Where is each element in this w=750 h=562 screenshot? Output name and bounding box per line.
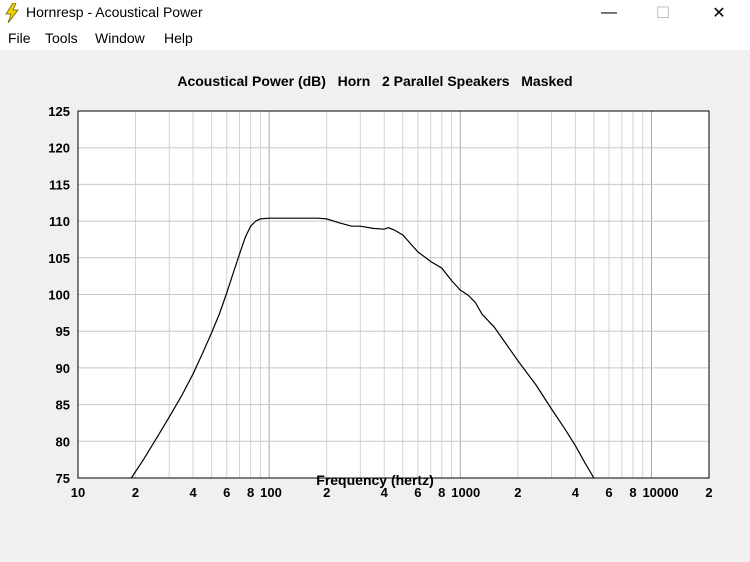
x-tick-label: 8 — [438, 485, 445, 500]
lightning-bolt-icon — [5, 3, 19, 23]
title-bar: Hornresp - Acoustical Power — ☐ ✕ — [0, 0, 750, 26]
x-tick-label: 100 — [260, 485, 282, 500]
y-tick-label: 110 — [49, 214, 70, 229]
menu-tools[interactable]: Tools — [45, 30, 78, 46]
x-tick-label: 1000 — [451, 485, 480, 500]
x-axis-label: Frequency (hertz) — [316, 472, 434, 488]
y-tick-label: 90 — [56, 361, 70, 376]
menu-help[interactable]: Help — [164, 30, 193, 46]
x-tick-label: 4 — [381, 485, 389, 500]
x-tick-label: 4 — [189, 485, 197, 500]
x-tick-label: 2 — [705, 485, 712, 500]
plot-canvas: 125 120 115 110 105 100 95 90 85 80 75 10 2 4 6 8 100 2 4… — [48, 104, 712, 500]
maximize-button[interactable]: ☐ — [640, 0, 686, 26]
menu-file[interactable]: File — [8, 30, 31, 46]
x-tick-label: 8 — [247, 485, 254, 500]
y-tick-label: 80 — [56, 434, 70, 449]
y-tick-label: 125 — [48, 104, 70, 119]
x-tick-label: 6 — [223, 485, 230, 500]
x-tick-label: 2 — [132, 485, 139, 500]
x-tick-label: 2 — [514, 485, 521, 500]
y-tick-label: 115 — [49, 177, 70, 192]
series-line — [130, 217, 595, 479]
x-tick-label: 6 — [605, 485, 612, 500]
x-tick-label: 2 — [323, 485, 330, 500]
y-tick-label: 105 — [48, 251, 70, 266]
x-tick-label: 10000 — [642, 485, 678, 500]
x-tick-label: 4 — [572, 485, 580, 500]
chart-title: Acoustical Power (dB) Horn 2 Parallel Sp… — [177, 73, 573, 89]
close-icon: ✕ — [712, 5, 726, 22]
y-tick-label: 100 — [48, 288, 70, 303]
y-tick-label: 120 — [48, 141, 70, 156]
menu-window[interactable]: Window — [95, 30, 145, 46]
y-tick-label: 75 — [56, 471, 70, 486]
plot-frame — [77, 110, 710, 479]
minimize-button[interactable]: — — [586, 0, 632, 26]
y-tick-label: 95 — [56, 324, 70, 339]
x-tick-label: 6 — [414, 485, 421, 500]
x-tick-label: 8 — [629, 485, 636, 500]
close-button[interactable]: ✕ — [696, 0, 742, 26]
maximize-icon: ☐ — [655, 5, 671, 22]
minimize-icon: — — [601, 4, 617, 21]
window-title: Hornresp - Acoustical Power — [26, 4, 203, 20]
x-tick-label: 10 — [71, 485, 85, 500]
y-tick-label: 85 — [56, 398, 70, 413]
menu-bar: File Tools Window Help — [0, 26, 750, 50]
